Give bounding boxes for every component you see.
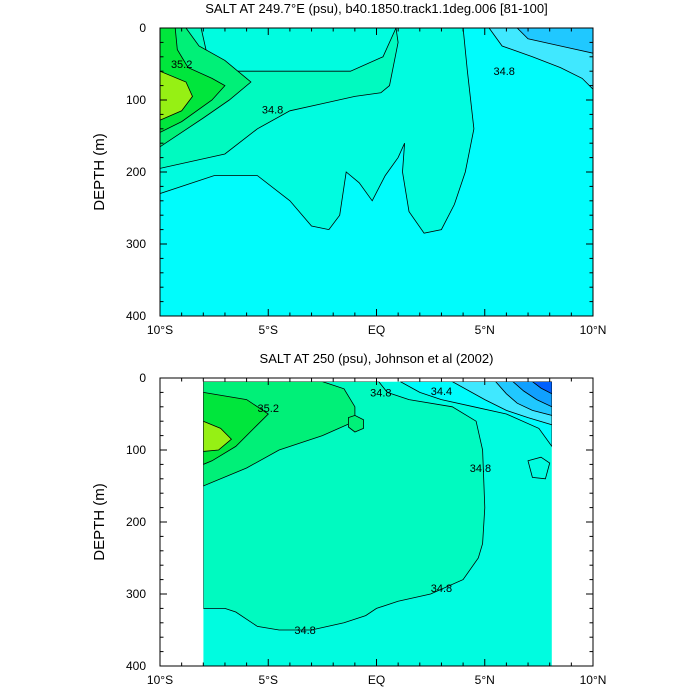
contour-label: 35.2 xyxy=(258,403,279,415)
contour-label: 34.4 xyxy=(431,386,452,398)
x-tick-label: 5°N xyxy=(475,323,495,337)
y-axis-label: DEPTH (m) xyxy=(91,133,108,211)
x-axis: 10°S 5°S EQ 5°N 10°N xyxy=(147,28,606,337)
x-tick-label: 5°S xyxy=(259,323,278,337)
x-tick-label: EQ xyxy=(368,673,385,687)
contour-region-5 xyxy=(347,414,364,433)
y-tick-label: 400 xyxy=(126,659,146,673)
y-tick-label: 200 xyxy=(126,165,146,179)
x-tick-label: 10°N xyxy=(580,673,607,687)
contour-fills xyxy=(160,28,593,316)
contour-label: 35.2 xyxy=(171,59,192,71)
y-axis: 0 100 200 300 400 xyxy=(126,371,593,673)
x-axis: 10°S 5°S EQ 5°N 10°N xyxy=(147,378,606,687)
x-tick-label: 10°S xyxy=(147,323,173,337)
contour-label: 34.8 xyxy=(470,463,491,475)
y-tick-label: 100 xyxy=(126,443,146,457)
y-tick-label: 400 xyxy=(126,309,146,323)
contour-label: 34.8 xyxy=(262,104,283,116)
y-tick-label: 0 xyxy=(139,21,146,35)
x-tick-label: 10°S xyxy=(147,673,173,687)
contour-region-4 xyxy=(203,420,232,452)
y-tick-label: 100 xyxy=(126,93,146,107)
y-tick-label: 300 xyxy=(126,587,146,601)
bottom-panel: 10°S 5°S EQ 5°N 10°N 0 100 200 300 400 SALT AT 250… xyxy=(91,351,606,687)
contour-label: 34.8 xyxy=(431,583,452,595)
x-tick-label: 5°S xyxy=(259,673,278,687)
contour-region-11 xyxy=(531,381,552,395)
x-tick-label: EQ xyxy=(368,323,385,337)
contour-label: 34.8 xyxy=(494,66,515,78)
x-tick-label: 5°N xyxy=(475,673,495,687)
contour-region-5 xyxy=(160,70,193,121)
y-axis: 0 100 200 300 400 xyxy=(126,21,593,323)
contour-region-6 xyxy=(527,456,551,480)
contour-region-7 xyxy=(516,28,593,54)
contour-fills xyxy=(203,381,552,666)
y-tick-label: 200 xyxy=(126,515,146,529)
contour-label: 34.8 xyxy=(370,387,391,399)
chart-title: SALT AT 249.7°E (psu), b40.1850.track1.1… xyxy=(205,1,547,16)
y-tick-label: 0 xyxy=(139,371,146,385)
chart-title: SALT AT 250 (psu), Johnson et al (2002) xyxy=(260,351,494,366)
y-tick-label: 300 xyxy=(126,237,146,251)
top-panel: 10°S 5°S EQ 5°N 10°N 0 100 200 300 400 SALT AT 249… xyxy=(91,1,606,337)
y-axis-label: DEPTH (m) xyxy=(91,483,108,561)
contour-label: 34.8 xyxy=(294,625,315,637)
x-tick-label: 10°N xyxy=(580,323,607,337)
